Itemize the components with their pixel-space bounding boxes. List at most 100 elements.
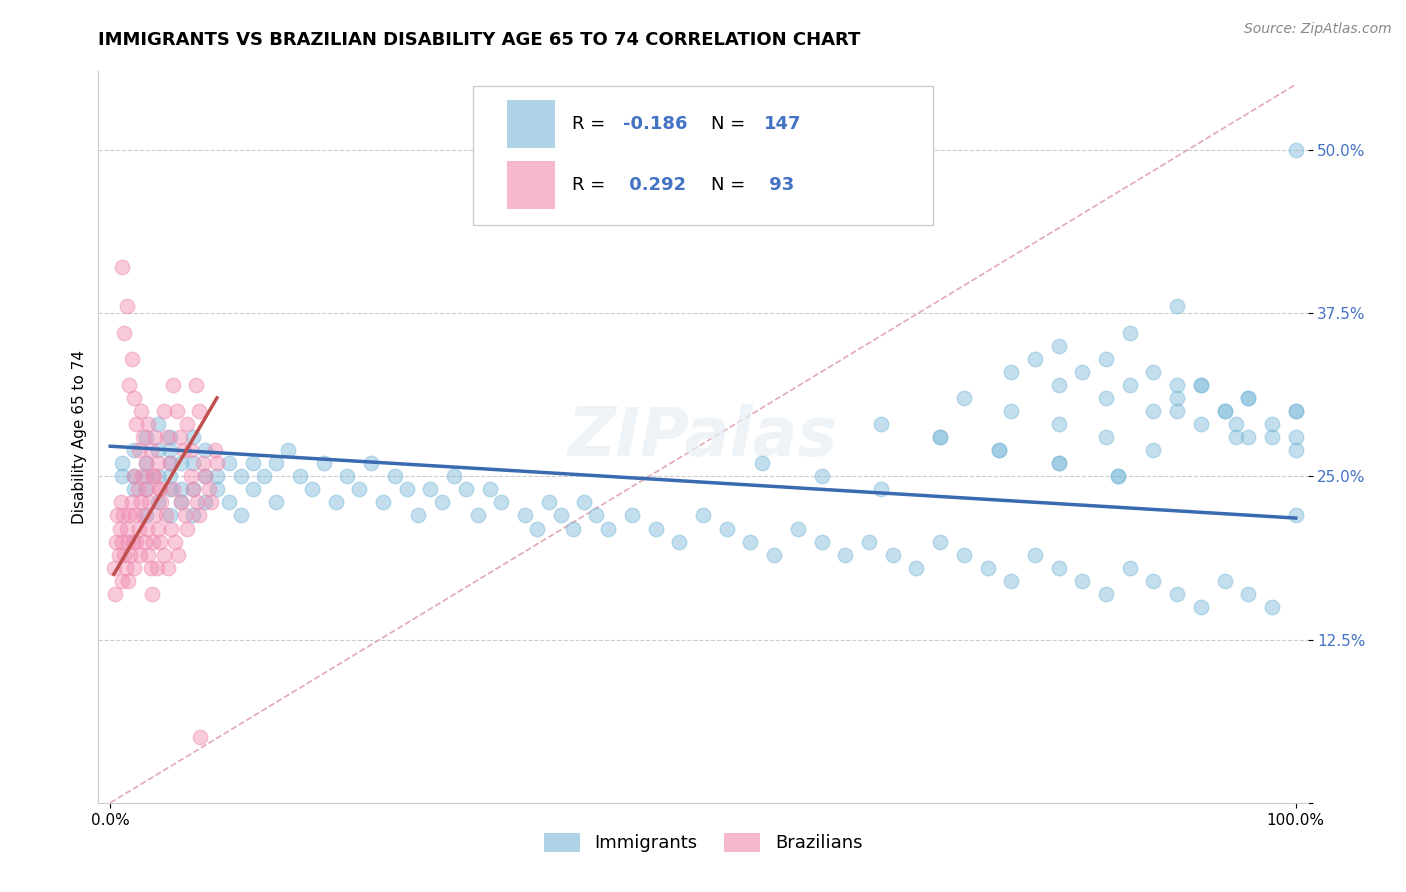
Point xyxy=(1119,377,1142,392)
Point xyxy=(194,495,217,509)
Point xyxy=(143,469,166,483)
Point xyxy=(1119,560,1142,574)
Point xyxy=(443,469,465,483)
Point xyxy=(188,404,211,418)
Point xyxy=(159,456,181,470)
Point xyxy=(165,534,187,549)
Point xyxy=(1189,377,1212,392)
Text: ZIPalas: ZIPalas xyxy=(568,404,838,470)
Point xyxy=(1095,391,1118,405)
Point xyxy=(395,483,418,497)
Point xyxy=(1261,430,1284,444)
Point xyxy=(134,534,156,549)
Point xyxy=(668,534,690,549)
Point xyxy=(162,483,184,497)
Point xyxy=(598,521,620,535)
Point xyxy=(371,495,394,509)
Point xyxy=(264,456,287,470)
Point xyxy=(124,508,146,523)
Point xyxy=(952,391,974,405)
Point xyxy=(1071,574,1094,588)
Point xyxy=(1213,404,1236,418)
Point xyxy=(692,508,714,523)
Point xyxy=(132,430,155,444)
Point xyxy=(181,483,204,497)
Point xyxy=(336,469,359,483)
Point xyxy=(194,469,217,483)
Text: Source: ZipAtlas.com: Source: ZipAtlas.com xyxy=(1244,22,1392,37)
Point xyxy=(810,534,832,549)
Point xyxy=(467,508,489,523)
Point xyxy=(184,377,207,392)
Point xyxy=(264,495,287,509)
Point xyxy=(644,521,666,535)
Point xyxy=(136,417,159,431)
Point xyxy=(1166,391,1188,405)
Point xyxy=(146,469,169,483)
Point xyxy=(181,508,204,523)
Point xyxy=(152,404,174,418)
FancyBboxPatch shape xyxy=(508,100,555,148)
Point xyxy=(976,560,998,574)
Point xyxy=(105,508,128,523)
Point xyxy=(561,521,583,535)
Point xyxy=(118,377,141,392)
Point xyxy=(121,351,143,366)
Point xyxy=(1213,574,1236,588)
Point xyxy=(146,495,169,509)
Point xyxy=(1095,430,1118,444)
Point xyxy=(125,534,148,549)
Point xyxy=(1095,587,1118,601)
Point xyxy=(858,534,880,549)
Point xyxy=(155,508,177,523)
Point xyxy=(1189,377,1212,392)
Point xyxy=(869,417,891,431)
Point xyxy=(1166,377,1188,392)
Point xyxy=(181,483,204,497)
Point xyxy=(347,483,370,497)
Point xyxy=(242,483,264,497)
Point xyxy=(181,430,204,444)
Point xyxy=(574,495,596,509)
Point xyxy=(740,534,762,549)
Point xyxy=(139,560,162,574)
Point xyxy=(205,469,228,483)
Point xyxy=(159,521,181,535)
Point xyxy=(869,483,891,497)
Point xyxy=(159,443,181,458)
Text: 93: 93 xyxy=(763,176,794,194)
Point xyxy=(122,391,145,405)
Point xyxy=(301,483,323,497)
Text: N =: N = xyxy=(711,176,751,194)
Point xyxy=(1000,404,1022,418)
Text: 0.292: 0.292 xyxy=(623,176,686,194)
Point xyxy=(205,483,228,497)
Point xyxy=(1095,351,1118,366)
Point xyxy=(200,495,222,509)
Point xyxy=(122,443,145,458)
Point xyxy=(149,534,172,549)
Point xyxy=(141,587,163,601)
Point xyxy=(1237,430,1260,444)
Point xyxy=(110,495,132,509)
Point xyxy=(129,548,152,562)
Point xyxy=(620,508,643,523)
Point xyxy=(150,495,173,509)
Point xyxy=(159,508,181,523)
Point xyxy=(156,430,179,444)
Point xyxy=(111,260,134,275)
Point xyxy=(1047,456,1070,470)
Point xyxy=(159,430,181,444)
Point xyxy=(1142,574,1164,588)
Point xyxy=(114,326,136,340)
Point xyxy=(1166,300,1188,314)
Point xyxy=(176,521,198,535)
Text: N =: N = xyxy=(711,115,751,133)
Point xyxy=(120,548,142,562)
Point xyxy=(127,483,149,497)
Point xyxy=(550,508,572,523)
Point xyxy=(1107,469,1129,483)
Point xyxy=(988,443,1011,458)
Point xyxy=(1189,599,1212,614)
Point xyxy=(1024,548,1046,562)
